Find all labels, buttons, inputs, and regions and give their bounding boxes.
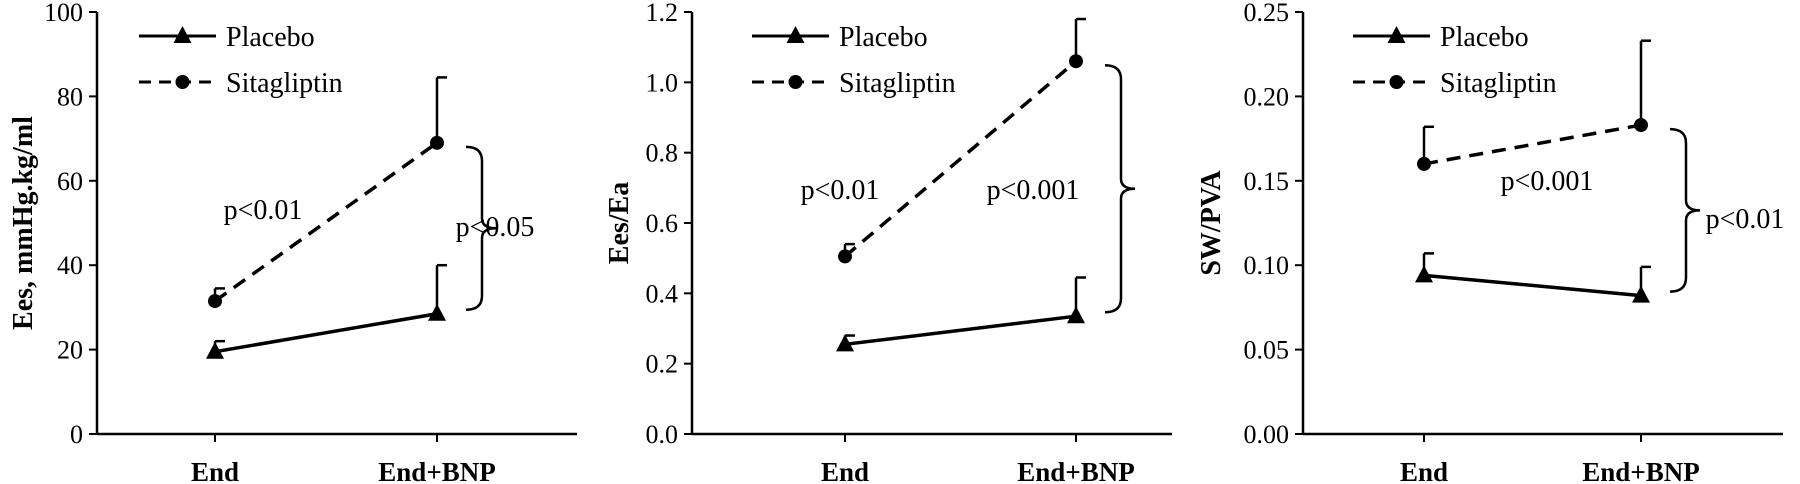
y-tick-label: 1.2: [646, 0, 679, 27]
panel-sw-pva: 0.00 0.05 0.10 0.15 0.20 0.25 End End+BNP SW/PVA…: [1196, 0, 1784, 484]
legend-marker: [173, 26, 192, 43]
data-point: [1417, 156, 1431, 171]
y-tick-label: 0.25: [1244, 0, 1290, 27]
y-tick-label: 60: [57, 167, 83, 196]
data-point: [1067, 306, 1085, 324]
legend-marker: [175, 75, 190, 89]
data-point: [1415, 265, 1433, 283]
y-tick-label: 0: [70, 420, 83, 449]
series-line-sitagliptin: [1423, 123, 1642, 166]
series-line-placebo: [844, 314, 1077, 347]
x-tick-label: End: [821, 457, 869, 484]
legend-label: Placebo: [839, 22, 928, 53]
legend-marker: [1389, 75, 1404, 89]
p-value-group: p<0.001: [987, 175, 1080, 206]
data-point: [430, 135, 444, 150]
legend-label: Placebo: [226, 22, 315, 53]
data-point: [208, 294, 222, 309]
y-tick-label: 0.05: [1244, 336, 1290, 365]
y-axis-label: Ees/Ea: [604, 182, 635, 264]
y-tick-label: 0.20: [1244, 82, 1290, 111]
p-value-change: p<0.001: [1501, 166, 1594, 197]
x-tick-label: End: [1400, 457, 1448, 484]
y-tick-label: 1.0: [646, 68, 679, 97]
x-tick-label: End+BNP: [1017, 457, 1134, 484]
y-tick-label: 0.6: [646, 209, 679, 238]
y-tick-label: 0.10: [1244, 251, 1290, 280]
y-tick-label: 0.4: [646, 279, 679, 308]
data-point: [1634, 118, 1648, 133]
p-value-change: p<0.01: [801, 175, 880, 206]
data-point: [838, 249, 852, 264]
x-tick-label: End: [191, 457, 239, 484]
y-tick-label: 0.8: [646, 139, 679, 168]
y-tick-label: 0.2: [646, 350, 679, 379]
group-bracket: [1669, 127, 1701, 293]
y-tick-label: 0.00: [1244, 420, 1290, 449]
y-tick-label: 0.0: [646, 420, 679, 449]
y-tick-label: 40: [57, 251, 83, 280]
legend-label: Sitagliptin: [1440, 68, 1557, 99]
y-tick-label: 0.15: [1244, 167, 1290, 196]
data-point: [206, 341, 224, 359]
data-point: [836, 334, 854, 352]
legend-marker: [786, 26, 805, 43]
p-value-group: p<0.05: [456, 212, 535, 243]
data-point: [428, 303, 446, 321]
group-bracket: [465, 145, 497, 311]
legend-label: Sitagliptin: [226, 68, 343, 99]
y-tick-label: 80: [57, 82, 83, 111]
series-line-sitagliptin: [843, 59, 1078, 258]
legend-label: Placebo: [1440, 22, 1529, 53]
panel-ees: 0 20 40 60 80 100 End End+BNP Ees, mmHg.kg/ml Pla…: [8, 0, 577, 484]
y-tick-label: 100: [44, 0, 83, 27]
y-axis-label: SW/PVA: [1196, 170, 1227, 276]
x-tick-label: End+BNP: [1582, 457, 1699, 484]
y-tick-label: 20: [57, 336, 83, 365]
series-line-placebo: [1423, 273, 1642, 298]
panel-ees-ea: 0.0 0.2 0.4 0.6 0.8 1.0 1.2 End End+BNP Ees/Ea Pla…: [604, 0, 1172, 484]
p-value-change: p<0.01: [224, 195, 303, 226]
legend-label: Sitagliptin: [839, 68, 956, 99]
series-line-placebo: [214, 312, 438, 354]
p-value-group: p<0.01: [1706, 204, 1785, 235]
data-point: [1632, 285, 1650, 303]
group-bracket: [1104, 63, 1136, 314]
legend-marker: [788, 75, 803, 89]
x-tick-label: End+BNP: [378, 457, 495, 484]
legend-marker: [1387, 26, 1406, 43]
y-axis-label: Ees, mmHg.kg/ml: [8, 116, 39, 330]
data-point: [1069, 54, 1083, 69]
